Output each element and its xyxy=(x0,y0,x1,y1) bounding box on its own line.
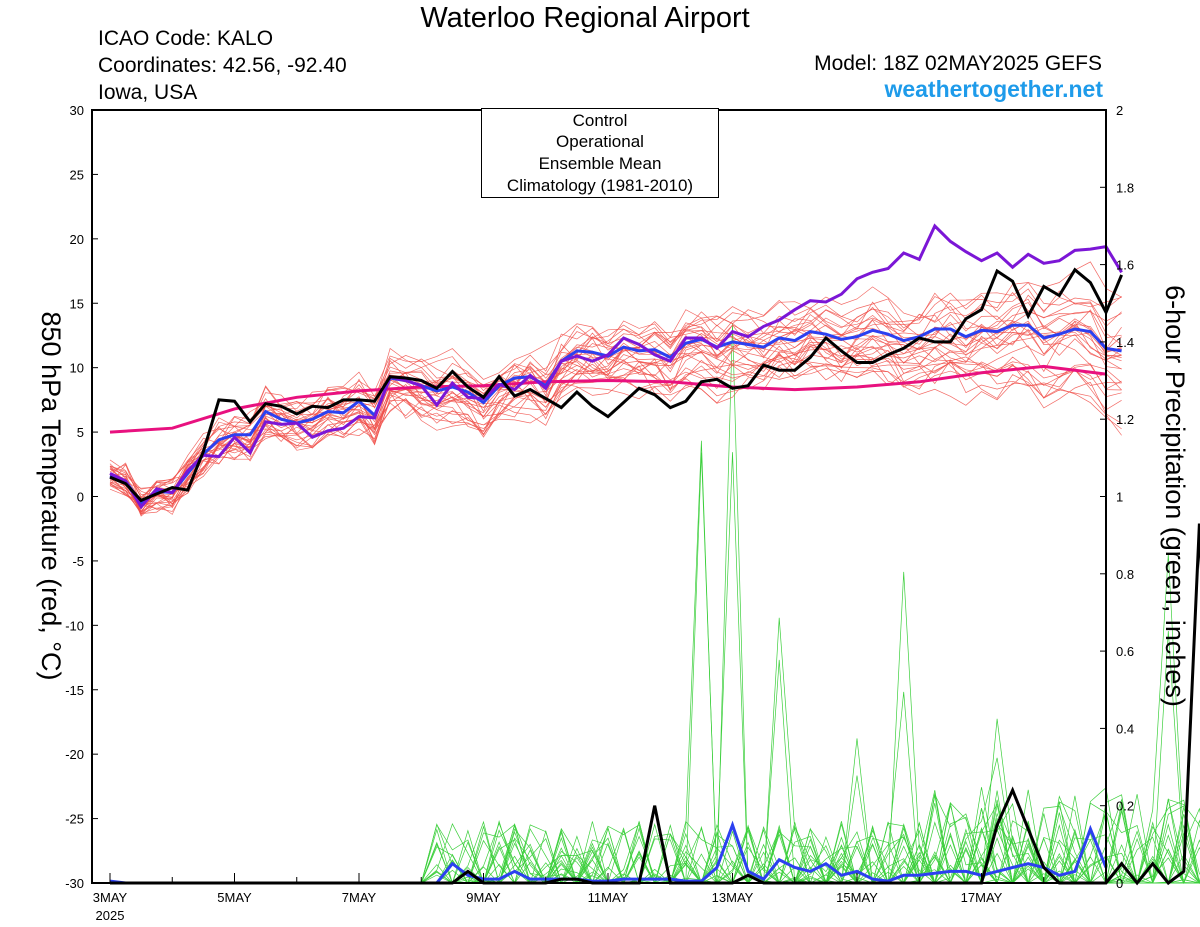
site-link[interactable]: weathertogether.net xyxy=(884,76,1103,102)
legend-climatology: Climatology (1981-2010) xyxy=(506,176,694,195)
location: Iowa, USA xyxy=(98,81,198,104)
plot-area xyxy=(92,110,1106,883)
y-tick-label: -5 xyxy=(72,554,84,569)
y2-tick-label: 0 xyxy=(1116,876,1123,891)
temperature-mean-line xyxy=(109,323,1122,506)
legend: Control Operational Ensemble Mean Climat… xyxy=(481,108,719,198)
y2-axis-label: 6-hour Precipitation (green, inches) xyxy=(1160,285,1190,707)
y-axis-right: 2 1.8 1.6 1.4 1.2 1 0.8 0.6 0.4 0.2 0 xyxy=(1100,103,1134,891)
y-tick-label: 30 xyxy=(70,103,84,118)
y2-tick-label: 1.4 xyxy=(1116,335,1134,350)
y-axis-left: 30 25 20 15 10 5 0 -5 -10 -15 -20 -25 -30 xyxy=(65,103,98,891)
x-tick-label: 9MAY xyxy=(466,890,501,905)
x-tick-label: 13MAY xyxy=(712,890,754,905)
model-run: Model: 18Z 02MAY2025 GEFS xyxy=(814,52,1102,75)
y2-tick-label: 0.6 xyxy=(1116,644,1134,659)
temperature-member-line xyxy=(109,354,1122,505)
climatology-line xyxy=(109,364,1107,434)
y2-tick-label: 0.4 xyxy=(1116,721,1134,736)
temperature-member-line xyxy=(109,327,1122,506)
y-tick-label: 0 xyxy=(77,490,84,505)
y-tick-label: 15 xyxy=(70,296,84,311)
y-tick-label: 5 xyxy=(77,425,84,440)
temperature-member-line xyxy=(109,345,1122,507)
y2-tick-label: 1.8 xyxy=(1116,180,1134,195)
legend-ensemble-mean: Ensemble Mean xyxy=(538,154,662,173)
temperature-member-line xyxy=(109,318,1122,505)
temperature-member-line xyxy=(109,359,1122,498)
x-axis: 3MAY 2025 5MAY 7MAY 9MAY 11MAY 13MAY 15MAY 17MAY xyxy=(93,873,1107,923)
y-axis-label: 850 hPa Temperature (red, °C) xyxy=(36,312,66,681)
legend-control: Control xyxy=(572,111,628,130)
temperature-ensemble-members xyxy=(109,261,1122,517)
y2-tick-label: 0.8 xyxy=(1116,567,1134,582)
temperature-operational-line xyxy=(109,223,1123,510)
y-tick-label: -20 xyxy=(65,747,84,762)
legend-operational: Operational xyxy=(556,132,644,151)
x-tick-label: 15MAY xyxy=(836,890,878,905)
x-tick-label: 17MAY xyxy=(961,890,1003,905)
temperature-member-line xyxy=(109,341,1122,510)
temperature-member-line xyxy=(109,353,1122,490)
icao-code: ICAO Code: KALO xyxy=(98,27,274,50)
x-tick-label: 3MAY xyxy=(93,890,128,905)
y2-tick-label: 1.6 xyxy=(1116,258,1134,273)
y-tick-label: 10 xyxy=(70,361,84,376)
y2-tick-label: 1 xyxy=(1116,490,1123,505)
y-tick-label: -10 xyxy=(65,618,84,633)
y-tick-label: 20 xyxy=(70,232,84,247)
temperature-member-line xyxy=(109,312,1122,505)
coordinates: Coordinates: 42.56, -92.40 xyxy=(98,54,347,77)
x-tick-sublabel: 2025 xyxy=(96,908,125,923)
y2-tick-label: 0.2 xyxy=(1116,799,1134,814)
temperature-member-line xyxy=(109,317,1122,517)
y-tick-label: -15 xyxy=(65,683,84,698)
y-tick-label: -30 xyxy=(65,876,84,891)
x-tick-label: 5MAY xyxy=(217,890,252,905)
y-tick-label: -25 xyxy=(65,812,84,827)
y2-tick-label: 2 xyxy=(1116,103,1123,118)
y-tick-label: 25 xyxy=(70,167,84,182)
x-tick-label: 11MAY xyxy=(588,890,629,905)
temperature-member-line xyxy=(109,313,1122,505)
y2-tick-label: 1.2 xyxy=(1116,412,1134,427)
x-tick-label: 7MAY xyxy=(342,890,377,905)
chart-title: Waterloo Regional Airport xyxy=(420,2,750,34)
temperature-member-line xyxy=(109,319,1122,516)
temperature-member-line xyxy=(109,342,1122,509)
temperature-member-line xyxy=(109,326,1122,515)
temperature-control-line xyxy=(109,267,1123,503)
